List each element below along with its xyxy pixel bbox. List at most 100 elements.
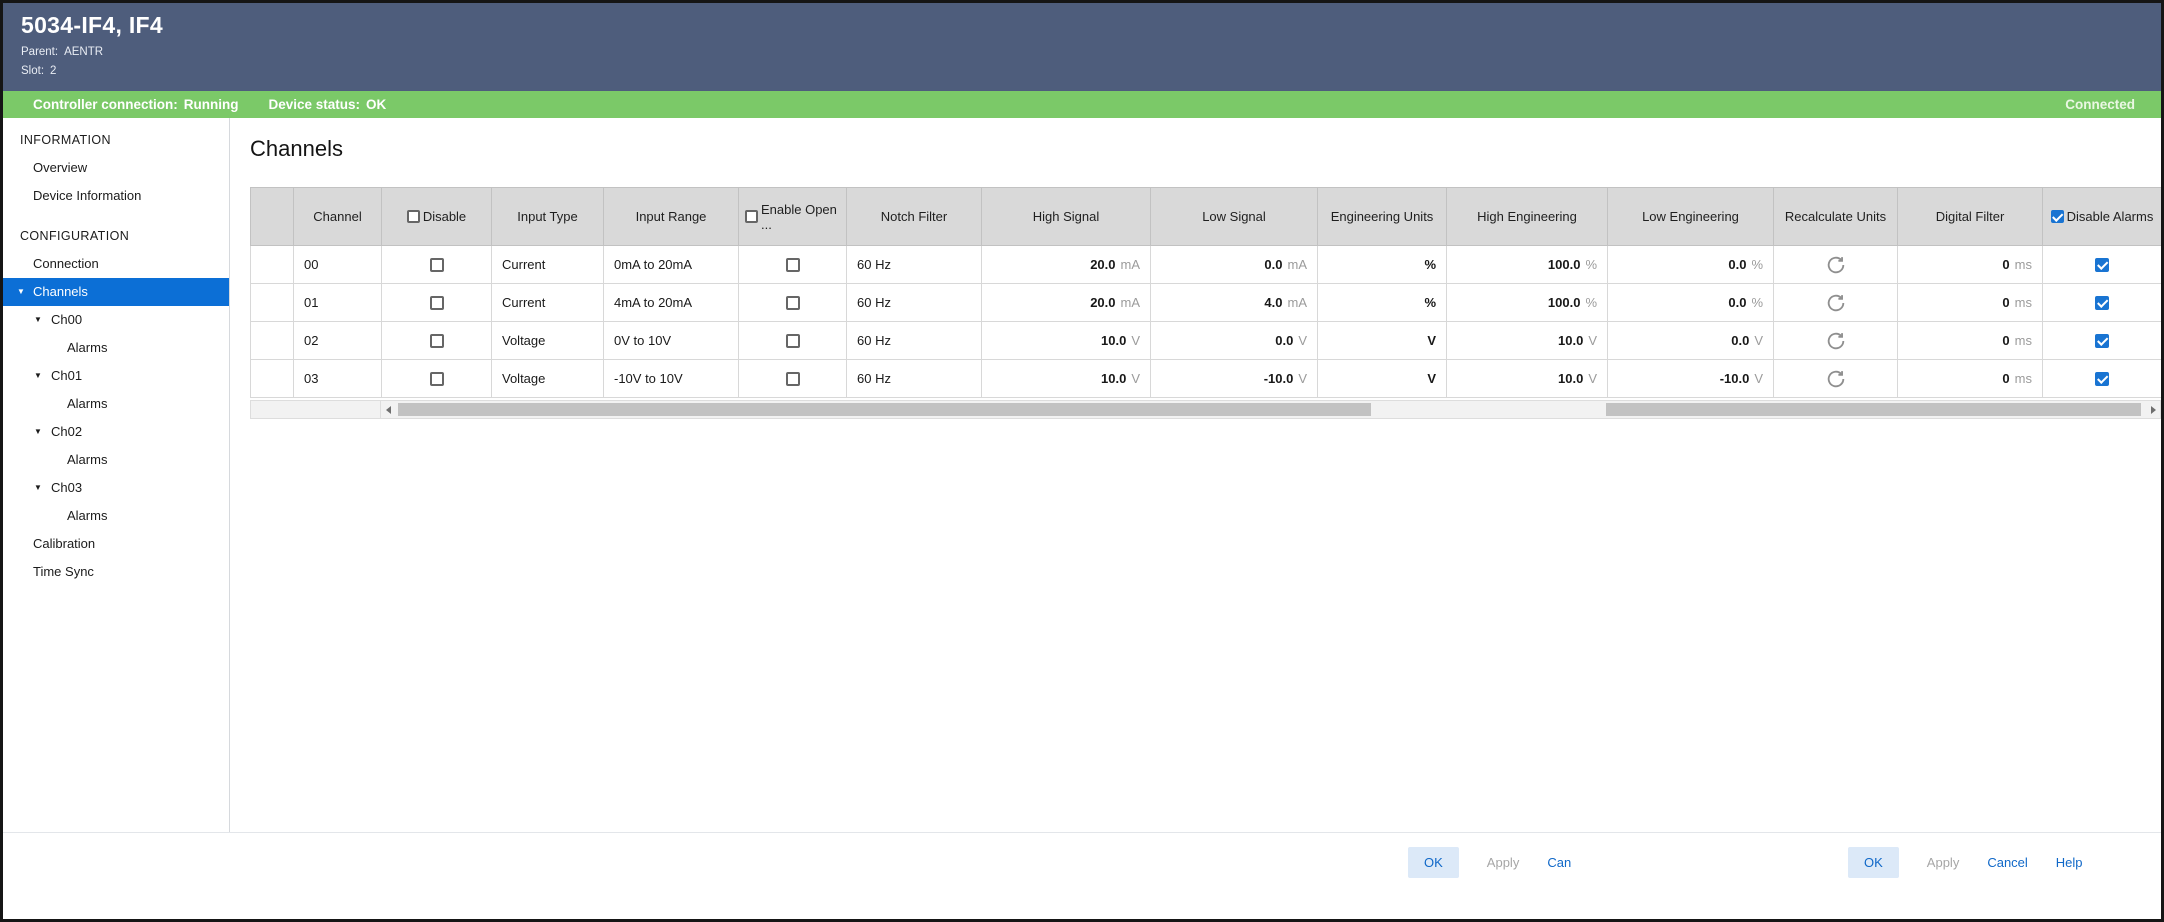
- channel-cell[interactable]: 01: [293, 283, 382, 322]
- high-engineering-cell[interactable]: 100.0%: [1446, 283, 1608, 322]
- chevron-down-icon[interactable]: ▼: [34, 483, 42, 492]
- digital-filter-cell[interactable]: 0 ms: [1897, 245, 2043, 284]
- sidebar-item-ch03-alarms[interactable]: Alarms: [67, 508, 108, 523]
- input-range-cell[interactable]: 4mA to 20mA: [603, 283, 739, 322]
- recalculate-units-button[interactable]: [1773, 321, 1898, 360]
- scrollbar-thumb[interactable]: [398, 403, 1371, 416]
- high-signal-cell[interactable]: 20.0 mA: [981, 245, 1151, 284]
- disable-all-checkbox[interactable]: [406, 210, 420, 223]
- main-panel: Channels Channel Disable: [231, 118, 2161, 832]
- sidebar-item-channels[interactable]: ▼ Channels: [3, 278, 229, 306]
- digital-filter-cell[interactable]: 0 ms: [1897, 283, 2043, 322]
- low-engineering-cell[interactable]: 0.0 V: [1607, 321, 1774, 360]
- low-signal-cell[interactable]: -10.0 V: [1150, 359, 1318, 398]
- engineering-units-cell[interactable]: V: [1317, 321, 1447, 360]
- chevron-down-icon[interactable]: ▼: [34, 371, 42, 380]
- high-engineering-value: 100.0: [1547, 257, 1581, 272]
- disable-alarms-checkbox[interactable]: [2095, 258, 2109, 273]
- sidebar-item-ch02[interactable]: ▼ Ch02: [3, 418, 229, 446]
- recalculate-units-button[interactable]: [1773, 245, 1898, 284]
- sidebar-item-ch02-alarms[interactable]: Alarms: [67, 452, 108, 467]
- input-type-cell[interactable]: Voltage: [491, 359, 604, 398]
- scrollbar-track[interactable]: [381, 400, 2161, 419]
- disable-alarms-all-checkbox[interactable]: [2050, 210, 2064, 223]
- cancel-button-truncated[interactable]: Can: [1547, 855, 1572, 870]
- channel-cell[interactable]: 00: [293, 245, 382, 284]
- enable-open-checkbox[interactable]: [785, 296, 800, 311]
- row-selector[interactable]: [250, 321, 294, 360]
- recalculate-units-button[interactable]: [1773, 359, 1898, 398]
- input-range-cell[interactable]: 0mA to 20mA: [603, 245, 739, 284]
- low-signal-cell[interactable]: 0.0 mA: [1150, 245, 1318, 284]
- sidebar-item-ch00-alarms[interactable]: Alarms: [67, 340, 108, 355]
- sidebar-item-ch03[interactable]: ▼ Ch03: [3, 474, 229, 502]
- low-engineering-unit: %: [1751, 257, 1763, 272]
- sidebar-item-calibration[interactable]: Calibration: [33, 536, 96, 551]
- input-range-cell[interactable]: -10V to 10V: [603, 359, 739, 398]
- sidebar-section-gap: [3, 210, 229, 222]
- high-engineering-cell[interactable]: 10.0 V: [1446, 321, 1608, 360]
- low-engineering-cell[interactable]: 0.0%: [1607, 283, 1774, 322]
- footer-bar: OK Apply Can OK Apply Cancel Help: [3, 834, 2161, 919]
- cancel-button[interactable]: Cancel: [1987, 855, 2028, 870]
- disable-checkbox[interactable]: [429, 258, 444, 273]
- notch-filter-cell[interactable]: 60 Hz: [846, 359, 982, 398]
- high-engineering-cell[interactable]: 100.0%: [1446, 245, 1608, 284]
- enable-open-checkbox[interactable]: [785, 334, 800, 349]
- chevron-down-icon[interactable]: ▼: [17, 287, 25, 296]
- disable-alarms-checkbox[interactable]: [2095, 372, 2109, 387]
- disable-checkbox[interactable]: [429, 296, 444, 311]
- input-range-cell[interactable]: 0V to 10V: [603, 321, 739, 360]
- sidebar-item-ch01[interactable]: ▼ Ch01: [3, 362, 229, 390]
- digital-filter-cell[interactable]: 0 ms: [1897, 321, 2043, 360]
- sidebar-item-ch00[interactable]: ▼ Ch00: [3, 306, 229, 334]
- high-signal-cell[interactable]: 20.0 mA: [981, 283, 1151, 322]
- recalculate-units-button[interactable]: [1773, 283, 1898, 322]
- high-engineering-cell[interactable]: 10.0 V: [1446, 359, 1608, 398]
- input-type-cell[interactable]: Current: [491, 245, 604, 284]
- high-signal-cell[interactable]: 10.0 V: [981, 321, 1151, 360]
- digital-filter-cell[interactable]: 0 ms: [1897, 359, 2043, 398]
- row-selector[interactable]: [250, 245, 294, 284]
- sidebar-item-time-sync[interactable]: Time Sync: [33, 564, 94, 579]
- enable-open-checkbox[interactable]: [785, 258, 800, 273]
- scroll-right-arrow-icon[interactable]: [2151, 406, 2156, 414]
- input-type-cell[interactable]: Current: [491, 283, 604, 322]
- notch-filter-cell[interactable]: 60 Hz: [846, 283, 982, 322]
- row-selector[interactable]: [250, 283, 294, 322]
- sidebar-item-device-information[interactable]: Device Information: [33, 188, 142, 203]
- channel-cell[interactable]: 03: [293, 359, 382, 398]
- high-signal-value: 10.0: [1101, 371, 1127, 386]
- enable-open-checkbox[interactable]: [785, 372, 800, 387]
- col-channel: Channel: [293, 187, 382, 246]
- chevron-down-icon[interactable]: ▼: [34, 315, 42, 324]
- enable-open-all-checkbox[interactable]: [745, 210, 758, 223]
- low-engineering-cell[interactable]: -10.0 V: [1607, 359, 1774, 398]
- ok-button[interactable]: OK: [1848, 847, 1899, 878]
- sidebar-item-ch01-alarms[interactable]: Alarms: [67, 396, 108, 411]
- disable-alarms-checkbox[interactable]: [2095, 296, 2109, 311]
- engineering-units-cell[interactable]: %: [1317, 245, 1447, 284]
- scrollbar-thumb[interactable]: [1606, 403, 2141, 416]
- disable-checkbox[interactable]: [429, 372, 444, 387]
- chevron-down-icon[interactable]: ▼: [34, 427, 42, 436]
- channel-cell[interactable]: 02: [293, 321, 382, 360]
- disable-checkbox[interactable]: [429, 334, 444, 349]
- scroll-left-arrow-icon[interactable]: [386, 406, 391, 414]
- low-signal-cell[interactable]: 0.0 V: [1150, 321, 1318, 360]
- notch-filter-cell[interactable]: 60 Hz: [846, 245, 982, 284]
- low-signal-cell[interactable]: 4.0 mA: [1150, 283, 1318, 322]
- engineering-units-cell[interactable]: %: [1317, 283, 1447, 322]
- input-type-cell[interactable]: Voltage: [491, 321, 604, 360]
- sidebar-item-overview[interactable]: Overview: [33, 160, 88, 175]
- disable-alarms-checkbox[interactable]: [2095, 334, 2109, 349]
- high-signal-cell[interactable]: 10.0 V: [981, 359, 1151, 398]
- low-engineering-cell[interactable]: 0.0%: [1607, 245, 1774, 284]
- notch-filter-cell[interactable]: 60 Hz: [846, 321, 982, 360]
- row-selector[interactable]: [250, 359, 294, 398]
- sidebar-item-connection[interactable]: Connection: [33, 256, 99, 271]
- channels-table: Channel Disable Input Type Input Range: [250, 187, 2161, 398]
- help-button[interactable]: Help: [2055, 855, 2083, 870]
- ok-button[interactable]: OK: [1408, 847, 1459, 878]
- engineering-units-cell[interactable]: V: [1317, 359, 1447, 398]
